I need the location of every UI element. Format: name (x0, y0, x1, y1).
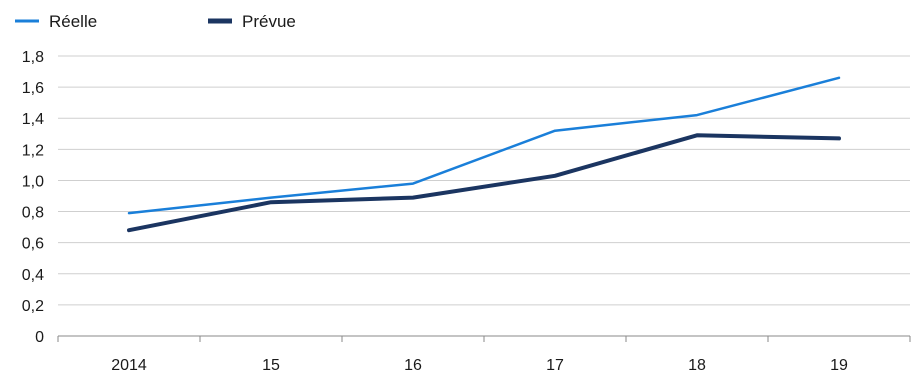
series-line-reelle (127, 76, 841, 215)
legend-item-prevue: Prévue (208, 12, 296, 31)
legend-label-reelle: Réelle (49, 12, 97, 31)
x-tick-label: 16 (404, 357, 422, 374)
y-tick-label: 0 (35, 329, 44, 346)
gridlines (58, 55, 910, 306)
y-tick-label: 1,8 (22, 49, 44, 66)
y-tick-label: 1,6 (22, 80, 44, 97)
y-tick-label: 1,0 (22, 173, 44, 190)
x-tick-label: 19 (830, 357, 848, 374)
legend-item-reelle: Réelle (15, 12, 97, 31)
x-tick-label: 2014 (111, 357, 147, 374)
y-tick-label: 1,2 (22, 142, 44, 159)
y-tick-label: 1,4 (22, 111, 44, 128)
legend-label-prevue: Prévue (242, 12, 296, 31)
y-axis: 0 0,2 0,4 0,6 0,8 1,0 1,2 1,4 1,6 1,8 (22, 49, 44, 346)
y-tick-label: 0,2 (22, 298, 44, 315)
x-tick-label: 17 (546, 357, 564, 374)
series-lines (127, 76, 841, 233)
y-tick-label: 0,4 (22, 267, 44, 284)
y-tick-label: 0,6 (22, 236, 44, 253)
y-tick-label: 0,8 (22, 205, 44, 222)
series-line-prevue (127, 133, 841, 233)
x-axis: 2014 15 16 17 18 19 (57, 335, 911, 374)
x-tick-label: 18 (688, 357, 706, 374)
legend: Réelle Prévue (15, 12, 296, 31)
x-tick-label: 15 (262, 357, 280, 374)
